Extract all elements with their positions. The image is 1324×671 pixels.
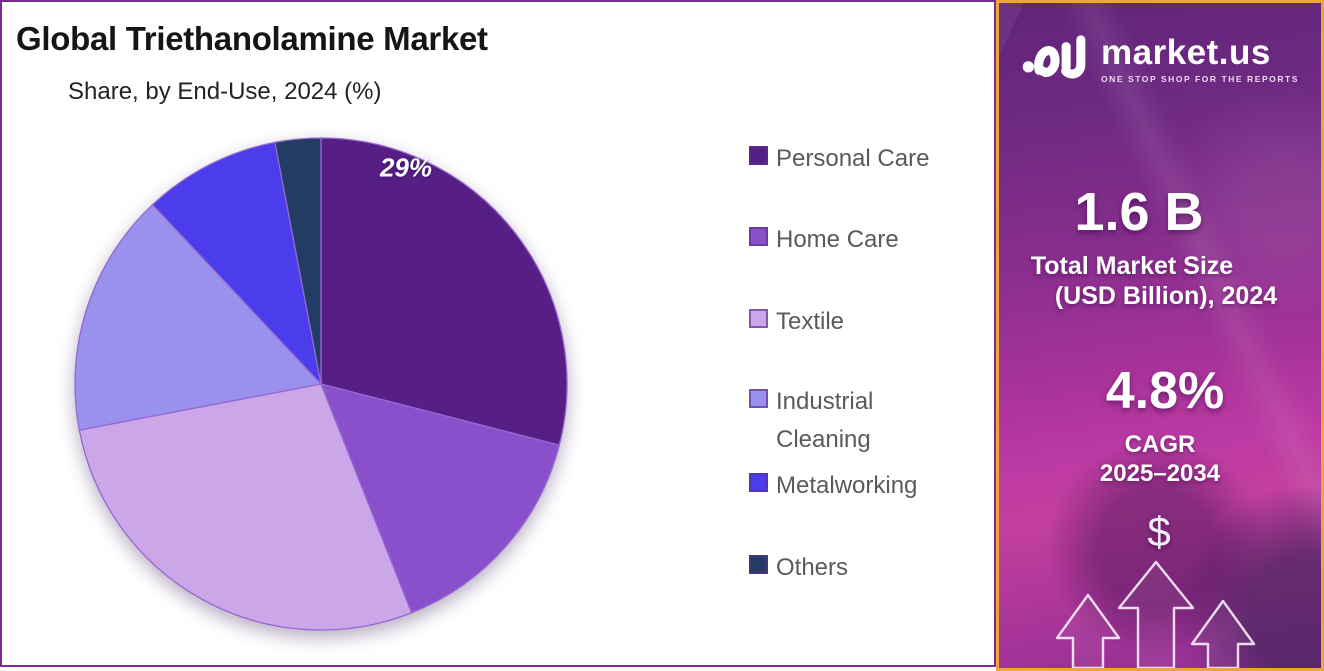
chart-subtitle: Share, by End-Use, 2024 (%) bbox=[68, 78, 382, 105]
legend-label: Industrial Cleaning bbox=[776, 388, 874, 453]
legend-color-chip bbox=[749, 146, 768, 165]
market-us-logo-icon bbox=[1022, 35, 1086, 79]
legend-label: Metalworking bbox=[776, 472, 918, 499]
cagr-value: 4.8% bbox=[1105, 362, 1225, 420]
legend-item-personal-care: Personal Care bbox=[749, 140, 961, 178]
legend-item-others: Others bbox=[749, 549, 961, 587]
brand-tagline: ONE STOP SHOP FOR THE REPORTS bbox=[1101, 73, 1299, 84]
pie-chart bbox=[74, 137, 568, 631]
brand-wordmark: market.us bbox=[1101, 32, 1271, 72]
pie-slice-data-label: 29% bbox=[379, 152, 433, 183]
pie-slice-home-care bbox=[319, 383, 561, 614]
legend-color-chip bbox=[749, 389, 768, 408]
legend-label: Personal Care bbox=[776, 145, 930, 172]
legend-color-chip bbox=[749, 473, 768, 492]
market-size-label-line1: Total Market Size bbox=[1030, 252, 1234, 280]
market-size-label: Total Market Size (USD Billion), 2024 bbox=[999, 251, 1321, 311]
brand-wordmark-block: market.us ONE STOP SHOP FOR THE REPORTS bbox=[1101, 32, 1299, 84]
cagr-period: 2025–2034 bbox=[1099, 460, 1221, 487]
legend-item-home-care: Home Care bbox=[749, 221, 961, 259]
brand-logo: market.us ONE STOP SHOP FOR THE REPORTS bbox=[999, 29, 1321, 89]
pie-slice-others bbox=[274, 137, 322, 385]
legend-color-chip bbox=[749, 555, 768, 574]
pie-slice-metalworking bbox=[151, 141, 323, 387]
pie-slice-textile bbox=[78, 383, 413, 631]
chart-title: Global Triethanolamine Market bbox=[16, 20, 488, 57]
legend-color-chip bbox=[749, 309, 768, 328]
growth-arrows-icon bbox=[1055, 560, 1256, 668]
market-size-value: 1.6 B bbox=[1074, 182, 1204, 242]
legend-item-metalworking: Metalworking bbox=[749, 467, 961, 505]
pie-slice-industrial-cleaning bbox=[74, 203, 323, 431]
chart-panel: Global Triethanolamine Market Share, by … bbox=[0, 0, 996, 667]
legend-color-chip bbox=[749, 227, 768, 246]
dollar-sign: $ bbox=[1147, 508, 1171, 555]
legend-item-textile: Textile bbox=[749, 303, 961, 341]
pie-slice-personal-care bbox=[320, 137, 568, 446]
market-size-label-line2: (USD Billion), 2024 bbox=[1054, 282, 1278, 310]
brand-sidebar: market.us ONE STOP SHOP FOR THE REPORTS … bbox=[996, 0, 1324, 671]
cagr-label: CAGR bbox=[1124, 431, 1196, 458]
legend-item-industrial-cleaning: Industrial Cleaning bbox=[749, 383, 961, 459]
legend-label: Home Care bbox=[776, 226, 899, 253]
legend-label: Textile bbox=[776, 308, 845, 335]
legend-label: Others bbox=[776, 554, 849, 581]
